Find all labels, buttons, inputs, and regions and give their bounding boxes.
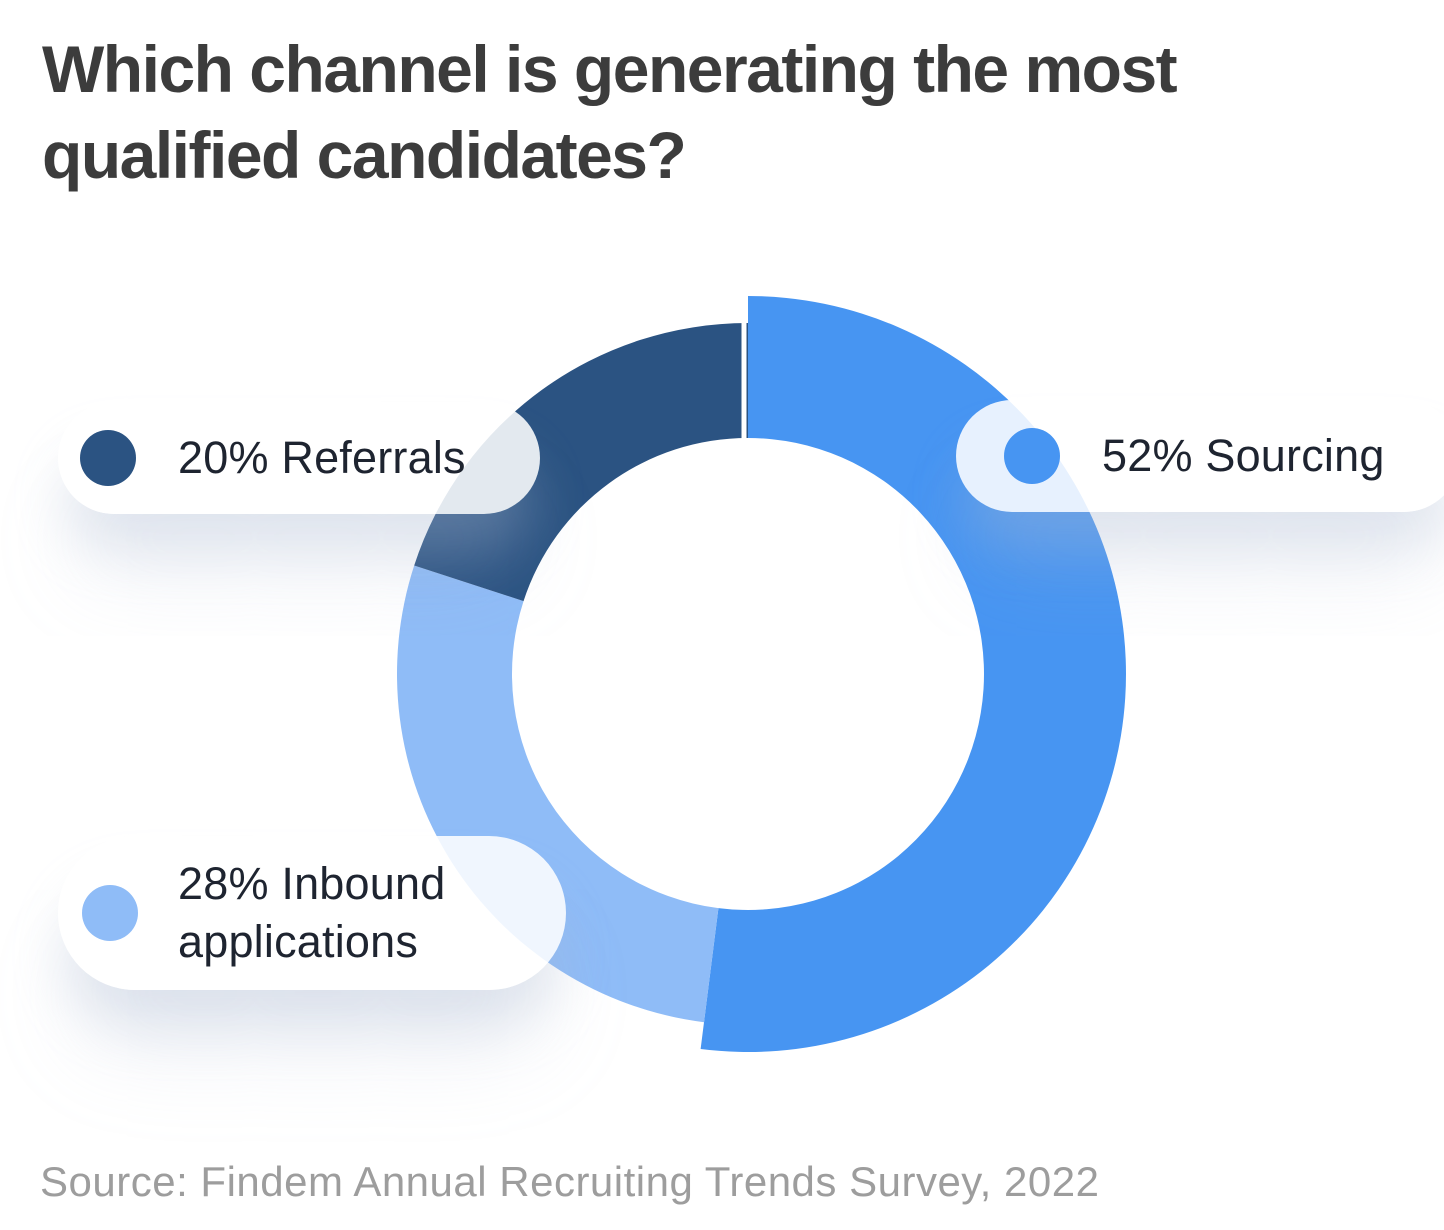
donut-slice-inbound-applications [397, 565, 719, 1023]
legend-label-referrals: 20% Referrals [178, 432, 466, 483]
legend-label-sourcing: 52% Sourcing [1102, 430, 1385, 481]
legend-pill-referrals: 20% Referrals [58, 402, 540, 514]
source-note: Source: Findem Annual Recruiting Trends … [40, 1158, 1100, 1205]
sourcing-dot-icon [1004, 428, 1060, 484]
legend-pill-inbound: 28% Inbound applications [58, 836, 566, 990]
legend-label-inbound: 28% Inbound applications [178, 858, 446, 967]
legend-pill-sourcing: 52% Sourcing [956, 400, 1444, 512]
page-title: Which channel is generating the most qua… [42, 32, 1178, 192]
referrals-dot-icon [80, 430, 136, 486]
donut-slice-referrals [414, 323, 748, 602]
inbound-dot-icon [82, 885, 138, 941]
